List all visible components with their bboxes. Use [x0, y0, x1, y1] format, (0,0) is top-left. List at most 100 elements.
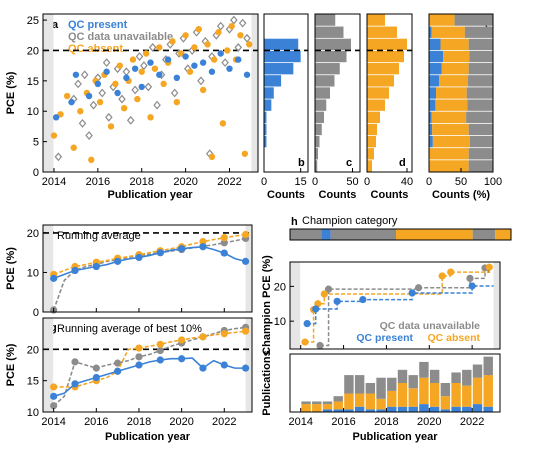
panel-g-xtick-label: 2020: [169, 416, 193, 428]
stacked-column-unavailable: [312, 401, 322, 405]
scatter-point-unavailable: [118, 94, 126, 104]
histogram-bar-c: [315, 14, 336, 26]
stacked-column-unavailable: [333, 396, 343, 402]
line-marker-unavailable: [114, 359, 122, 367]
scatter-point-unavailable: [105, 112, 113, 122]
line-marker-present: [50, 274, 58, 282]
scatter-point-unavailable: [153, 100, 161, 110]
scatter-point-unavailable: [144, 82, 153, 92]
stacked-column-present: [344, 409, 354, 412]
stacked-column-unavailable: [429, 369, 440, 383]
panel-g-ytick-label: 15: [27, 376, 39, 388]
panel-d-xtick-label: 0: [364, 176, 370, 188]
scatter-point-present: [94, 80, 102, 88]
panel-f-ytick-label: 20: [27, 228, 39, 240]
panel-letter-b: b: [298, 157, 305, 169]
panel-a-xtick-label: 2014: [42, 176, 66, 188]
line-marker-present: [242, 364, 250, 372]
scatter-point-unavailable: [54, 152, 63, 162]
stacked-bar-absent: [435, 99, 468, 111]
stacked-column-absent: [365, 393, 376, 410]
panel-f-band-right: [245, 225, 252, 312]
line-marker-present: [50, 392, 58, 400]
scatter-point-present: [173, 74, 181, 82]
panel-i-ylabel: Champion PCE (%): [261, 255, 273, 355]
scatter-point-unavailable: [140, 61, 148, 71]
histogram-bar-b: [264, 99, 272, 111]
panel-b-xtick-label: 15: [295, 176, 307, 188]
panel-f-ylabel: PCE (%): [5, 247, 17, 290]
panel-f-ytick-label: 10: [27, 267, 39, 279]
panel-a-xtick-label: 2018: [129, 176, 153, 188]
legend-unavailable: QC data unavailable: [68, 31, 173, 43]
step-marker-present: [333, 297, 341, 305]
stacked-column-unavailable: [408, 375, 418, 389]
scatter-point-present: [199, 59, 207, 66]
line-marker-present: [114, 257, 122, 265]
stacked-column-absent: [429, 383, 440, 407]
panel-g-ytick-label: 20: [27, 344, 39, 356]
histogram-bar-b: [264, 111, 267, 123]
panel-letter-h: h: [291, 216, 298, 228]
step-marker-present: [303, 319, 311, 328]
stacked-column-unavailable: [387, 377, 397, 391]
scatter-point-present: [138, 83, 145, 91]
stacked-bar-absent: [436, 87, 467, 99]
scatter-point-absent: [169, 38, 176, 45]
scatter-point-absent: [88, 156, 95, 164]
line-marker-present: [135, 361, 143, 369]
stacked-column-absent: [354, 393, 365, 407]
stacked-column-absent: [462, 385, 472, 407]
stacked-column-unavailable: [344, 375, 354, 394]
scatter-point-present: [208, 68, 216, 75]
stacked-column-present: [322, 409, 333, 412]
step-marker-present: [468, 282, 476, 290]
line-series-absent: [53, 233, 246, 276]
line-marker-present: [92, 262, 100, 271]
step-marker-present: [408, 289, 416, 297]
line-marker-present: [92, 373, 100, 382]
scatter-point-unavailable: [89, 100, 98, 110]
stacked-bar-unavailable: [468, 148, 493, 160]
stacked-bar-present: [429, 75, 440, 87]
line-marker-absent: [242, 230, 250, 239]
line-marker-unavailable: [50, 402, 58, 410]
stacked-bar-absent: [432, 123, 469, 136]
line-marker-present: [178, 355, 186, 363]
line-marker-present: [156, 249, 164, 257]
scatter-point-absent: [215, 29, 222, 36]
scatter-point-absent: [195, 25, 202, 33]
stacked-column-absent: [451, 383, 461, 407]
panel-a-ytick-label: 15: [27, 76, 39, 88]
stacked-column-absent: [397, 383, 408, 407]
step-line-unavailable: [320, 267, 494, 347]
legend-present: QC present: [68, 19, 128, 31]
panel-f-title: Running average: [57, 230, 141, 242]
panel-j-xtick-label: 2014: [288, 416, 312, 428]
scatter-point-absent: [182, 32, 189, 39]
stacked-column-absent: [483, 375, 493, 407]
scatter-point-unavailable: [234, 43, 243, 52]
panel-a-xtick-label: 2022: [217, 176, 241, 188]
line-marker-present: [71, 266, 79, 275]
scatter-point-present: [226, 65, 233, 72]
line-marker-absent: [220, 234, 228, 242]
stacked-column-absent: [440, 396, 451, 410]
step-marker-absent: [447, 268, 455, 276]
scatter-point-unavailable: [216, 21, 225, 31]
scatter-point-absent: [224, 47, 231, 54]
scatter-point-unavailable: [243, 33, 251, 43]
histogram-bar-c: [315, 87, 330, 99]
line-marker-present: [220, 249, 228, 257]
panel-g-frame: [42, 317, 253, 413]
histogram-bar-c: [315, 63, 340, 75]
scatter-point-unavailable: [98, 88, 107, 98]
step-line-absent: [305, 266, 494, 343]
scatter-point-unavailable: [148, 43, 157, 52]
stacked-bar-absent: [440, 38, 469, 51]
panel-e-xtick-label: 100: [484, 176, 502, 188]
step-marker-unavailable: [324, 285, 333, 293]
scatter-point-absent: [129, 56, 137, 63]
panel-h-title: Champion category: [302, 215, 398, 227]
